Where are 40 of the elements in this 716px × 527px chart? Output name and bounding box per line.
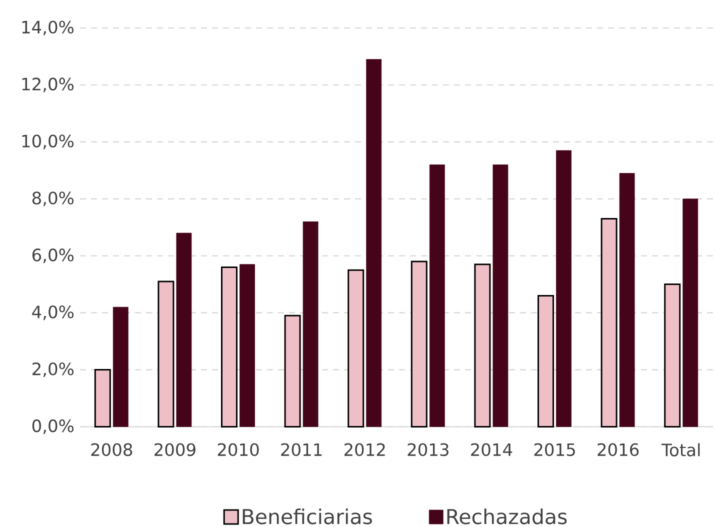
bar bbox=[600, 218, 618, 428]
y-tick-label: 14,0% bbox=[22, 20, 74, 36]
bar bbox=[176, 232, 192, 427]
bar bbox=[348, 269, 364, 428]
x-tick-label: 2014 bbox=[471, 443, 512, 456]
bar bbox=[474, 264, 491, 428]
bar bbox=[410, 260, 428, 428]
x-tick-label: 2008 bbox=[91, 443, 132, 456]
x-tick-label: 2015 bbox=[534, 443, 575, 456]
legend-label: Rechazadas bbox=[447, 508, 567, 524]
x-tick-label: 2011 bbox=[281, 443, 322, 456]
x-tick-label: 2012 bbox=[344, 443, 385, 456]
bar bbox=[221, 266, 238, 428]
y-tick-label: 0,0% bbox=[32, 419, 74, 434]
bar bbox=[112, 306, 128, 427]
bar bbox=[302, 221, 318, 427]
x-tick-label: 2016 bbox=[598, 443, 639, 456]
bar bbox=[94, 368, 111, 428]
bar bbox=[284, 314, 301, 428]
bar bbox=[664, 284, 681, 428]
y-tick-label: 4,0% bbox=[32, 305, 74, 320]
x-tick-label: Total bbox=[661, 443, 700, 456]
y-tick-label: 6,0% bbox=[32, 248, 74, 264]
bar bbox=[556, 150, 572, 427]
bar bbox=[538, 294, 554, 428]
bar bbox=[429, 164, 445, 427]
y-tick-label: 10,0% bbox=[22, 134, 74, 150]
y-tick-label: 8,0% bbox=[32, 192, 74, 206]
legend-label: Beneficiarias bbox=[242, 508, 372, 524]
bar bbox=[158, 280, 174, 428]
y-tick-label: 2,0% bbox=[32, 362, 74, 378]
x-tick-label: 2013 bbox=[408, 443, 448, 456]
bar bbox=[366, 59, 382, 427]
x-tick-label: 2010 bbox=[218, 443, 259, 456]
bar bbox=[682, 198, 698, 427]
bar bbox=[619, 173, 635, 427]
bar bbox=[240, 264, 255, 427]
y-tick-label: 12,0% bbox=[22, 78, 74, 92]
x-tick-label: 2009 bbox=[154, 443, 196, 456]
bar bbox=[492, 164, 508, 427]
